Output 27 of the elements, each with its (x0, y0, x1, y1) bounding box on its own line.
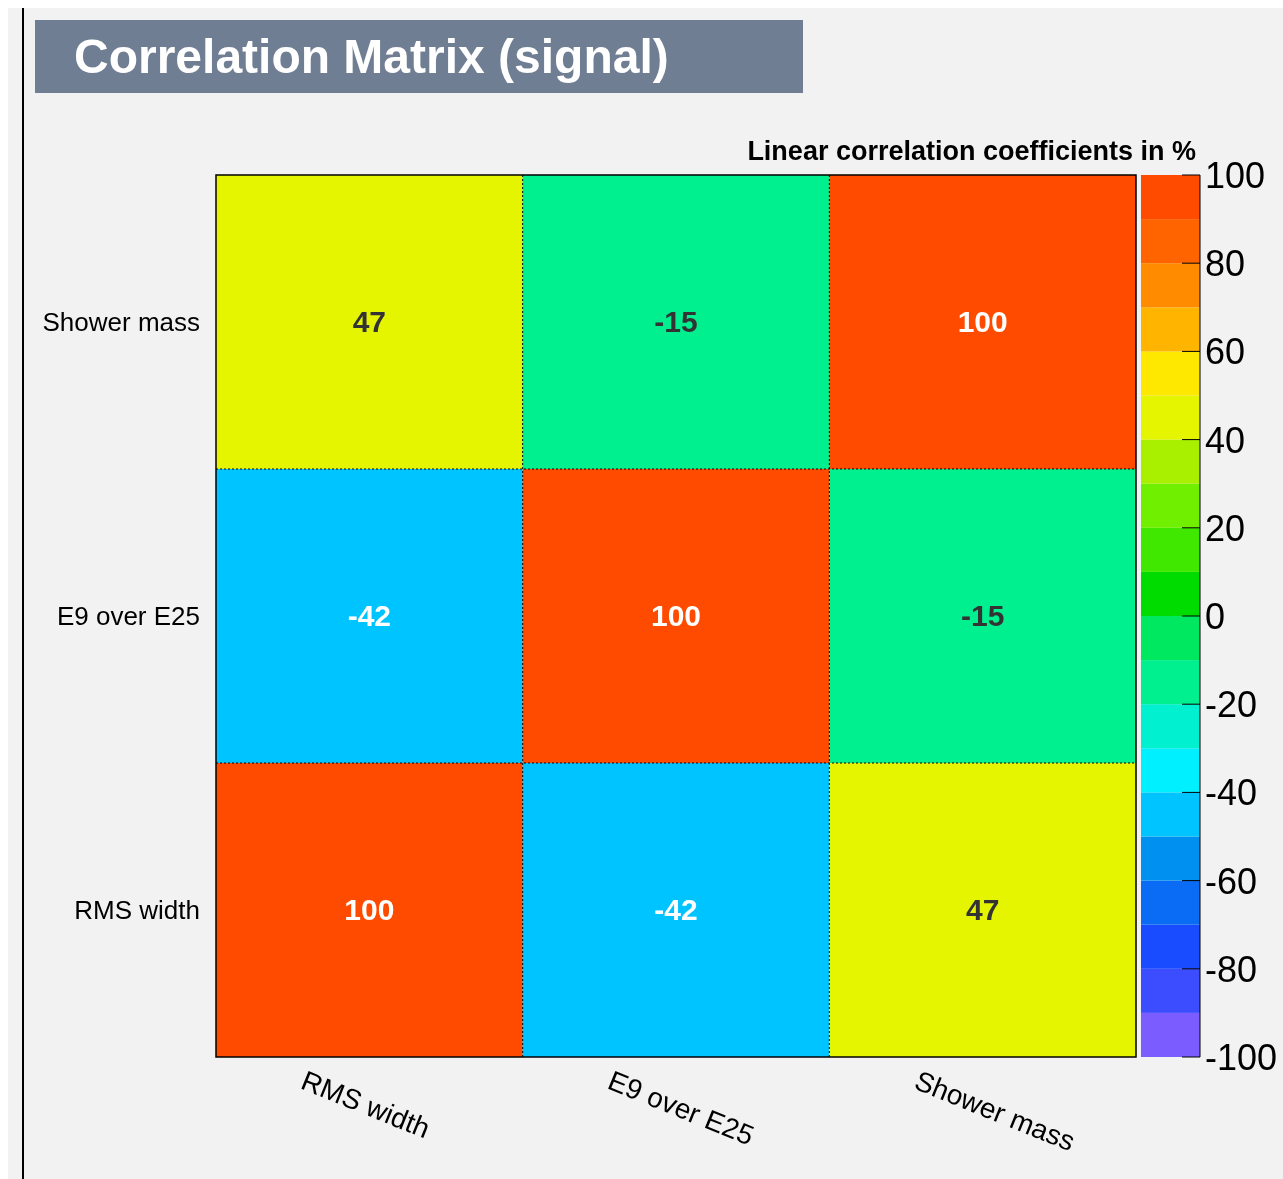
y-tick-label: E9 over E25 (56, 601, 200, 631)
y-tick-label: Shower mass (42, 307, 200, 337)
data-label: 100 (957, 305, 1008, 338)
x-tick-label: RMS width (297, 1064, 435, 1145)
color-bar-label: -40 (1205, 772, 1258, 814)
color-bar-label: 60 (1205, 331, 1246, 373)
data-label: -15 (654, 305, 698, 338)
color-bar-label: 100 (1205, 155, 1266, 196)
color-bar-label: -60 (1205, 860, 1258, 902)
color-bar-label: 0 (1205, 596, 1226, 637)
data-label: -42 (654, 893, 698, 926)
color-bar-label: 20 (1205, 507, 1246, 549)
data-label: -15 (960, 599, 1005, 632)
x-tick-label: E9 over E25 (603, 1064, 759, 1152)
data-label: -42 (347, 599, 392, 632)
y-tick-label: RMS width (74, 895, 200, 925)
color-bar-label: 80 (1205, 243, 1246, 285)
color-bar-title: Linear correlation coefficients in % (747, 136, 1196, 166)
chart-title: Correlation Matrix (signal) (74, 30, 669, 83)
data-label: 100 (344, 893, 395, 926)
data-label: 100 (650, 599, 702, 632)
color-bar-label: -20 (1205, 684, 1258, 726)
color-bar-label: -100 (1205, 1037, 1278, 1078)
data-label: 47 (965, 893, 1000, 926)
color-bar-label: 40 (1205, 419, 1246, 461)
data-label: 47 (352, 305, 387, 338)
color-bar-label: -80 (1205, 948, 1258, 990)
